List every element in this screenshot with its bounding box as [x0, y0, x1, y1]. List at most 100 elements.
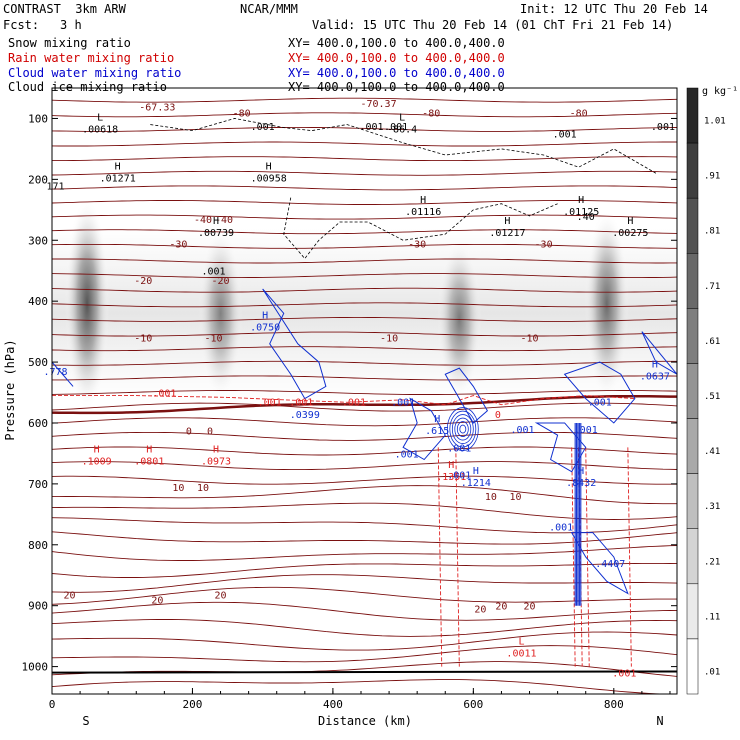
legend-cloud-water: Cloud water mixing ratio [8, 66, 182, 80]
extremum-mark: H [146, 445, 152, 456]
temperature-label: -10 [380, 334, 398, 345]
extremum-mark: H [652, 359, 658, 370]
legend-cloud-water-xy: XY= 400.0,100.0 to 400.0,400.0 [288, 66, 505, 80]
contour-value-label: .001 [549, 523, 573, 534]
contour-value-label: .001 [152, 389, 176, 400]
colorbar-label: .61 [704, 337, 720, 347]
temperature-contour [52, 316, 677, 322]
temperature-label: -70.37 [360, 99, 396, 110]
extremum-value: .0750 [250, 323, 280, 334]
colorbar-swatch [686, 528, 699, 585]
contour-value-label: 171 [46, 181, 64, 192]
y-tick-label: 200 [28, 173, 48, 186]
colorbar-swatch [686, 583, 699, 640]
x-end-label-south: S [82, 714, 89, 728]
temperature-contour [52, 601, 677, 621]
temperature-contour [52, 562, 677, 578]
cloud-water-contour [446, 407, 479, 451]
temperature-label: 10 [197, 483, 209, 494]
cloud-water-contour [451, 414, 474, 444]
x-tick-label: 600 [463, 698, 483, 711]
cloud-water-contour [456, 421, 469, 437]
temperature-label: 0 [186, 426, 192, 437]
temperature-contour [52, 346, 677, 352]
temperature-contour [52, 243, 677, 249]
temperature-contour [52, 475, 677, 485]
colorbar-swatch [686, 473, 699, 529]
temperature-contour [52, 287, 677, 293]
colorbar: 1.01 .91 .81 .71 .61 .51 .41 .31 .21 .11 .01 [686, 87, 726, 695]
contour-value-label: .001 [289, 398, 313, 409]
contour-labels: -67.33 -70.37 -80 -80 -80 -40 -40 -30 -30 -30 -20 -… [43, 99, 675, 679]
extremum-mark: L [97, 113, 103, 124]
colorbar-unit: g kg⁻¹ [702, 86, 738, 97]
extremum-mark: H [504, 216, 510, 227]
snow-contour [283, 197, 558, 260]
temperature-label: -10 [134, 334, 152, 345]
temperature-contour [52, 402, 677, 412]
temperature-label: -80 [570, 108, 588, 119]
temperature-label: -20 [134, 276, 152, 287]
extremum-mark: H [578, 195, 584, 206]
temperature-contour [52, 258, 677, 264]
legend-rain-xy: XY= 400.0,100.0 to 400.0,400.0 [288, 51, 505, 65]
contour-value-label: 0 [495, 410, 501, 421]
extremum-mark: H [578, 466, 584, 477]
extremum-value: .1351 [436, 472, 466, 483]
extremum-mark: L [518, 636, 524, 647]
temperature-label: -10 [204, 334, 222, 345]
extremum-mark: H [434, 414, 440, 425]
extremum-value: .615 [425, 426, 449, 437]
temperature-contour [52, 545, 677, 561]
cloud-water-contour [402, 397, 446, 461]
colorbar-swatch [686, 308, 699, 364]
y-tick-label: 700 [28, 478, 48, 491]
temperature-label: 10 [509, 492, 521, 503]
colorbar-label: .21 [704, 557, 720, 567]
temperature-contour [52, 331, 677, 337]
cloud-water-contour [563, 361, 636, 424]
contour-value-label: .40 [577, 212, 595, 223]
legend-snow-xy: XY= 400.0,100.0 to 400.0,400.0 [288, 36, 505, 50]
extremum-value: .00958 [251, 173, 287, 184]
temperature-contour [52, 461, 677, 471]
temperature-label: 20 [215, 591, 227, 602]
temperature-contour [52, 375, 677, 381]
extremum-value: .8432 [566, 478, 596, 489]
colorbar-swatch [686, 363, 699, 419]
temperature-contour [52, 661, 677, 677]
temperature-label: 20 [495, 602, 507, 613]
contour-value-label: .001 [651, 122, 675, 133]
extremum-mark: H [448, 460, 454, 471]
colorbar-swatch [686, 142, 699, 199]
temperature-label: 20 [64, 591, 76, 602]
axes: 0 200 400 600 800100200300400500600700800900… [22, 87, 678, 711]
temperature-label: -30 [408, 239, 426, 250]
extremum-value: .0801 [134, 457, 164, 468]
extremum-value: .01125 [563, 207, 599, 218]
cloud-water-contour [444, 367, 489, 424]
extremum-value: .1214 [461, 478, 491, 489]
temperature-contour [52, 112, 677, 118]
temperature-contour [52, 631, 677, 651]
shading-column [584, 209, 629, 399]
forecast-label: Fcst: [3, 18, 40, 32]
y-tick-label: 900 [28, 600, 48, 613]
contour-value-label: .001 [359, 122, 383, 133]
valid-time: Valid: 15 UTC Thu 20 Feb 14 (01 ChT Fri … [312, 18, 674, 32]
temperature-label: -10 [520, 334, 538, 345]
y-tick-label: 400 [28, 295, 48, 308]
colorbar-label: .91 [704, 172, 720, 182]
temperature-contour [52, 531, 677, 545]
model-title: CONTRAST 3km ARW [3, 2, 126, 16]
temperature-contour [52, 619, 677, 637]
contour-value-label: .778 [43, 367, 67, 378]
colorbar-swatch [686, 197, 699, 254]
colorbar-swatch [686, 638, 699, 695]
contour-value-label: .001 [447, 471, 471, 482]
cloud-water-contour [459, 424, 467, 434]
y-tick-label: 500 [28, 356, 48, 369]
extremum-mark: H [94, 445, 100, 456]
contour-value-label: .0399 [290, 410, 320, 421]
shading-column [65, 197, 110, 411]
